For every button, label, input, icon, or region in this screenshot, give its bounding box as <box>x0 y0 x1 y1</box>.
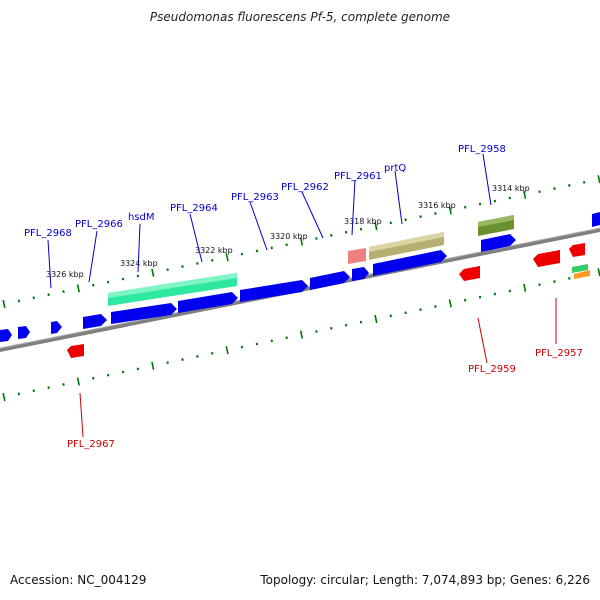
forward-gene-track <box>0 212 600 342</box>
gene-label-PFL_2959[interactable]: PFL_2959 <box>468 364 516 375</box>
reverse-gene-arrow[interactable] <box>67 344 84 358</box>
inner-ring-major-tick <box>151 361 155 370</box>
feature-bar-PFL_2958[interactable] <box>478 215 514 236</box>
inner-ring-major-tick <box>76 377 80 386</box>
outer-tick-ring <box>2 175 600 309</box>
outer-ring-major-tick <box>374 221 378 231</box>
feature-bar-prtQ[interactable] <box>369 232 444 260</box>
gene-label-PFL_2968[interactable]: PFL_2968 <box>24 228 72 239</box>
forward-gene-arrow[interactable] <box>111 303 177 324</box>
forward-gene-arrow[interactable] <box>51 321 62 334</box>
feature-green-small[interactable] <box>572 264 588 273</box>
forward-gene-arrow[interactable] <box>592 212 600 227</box>
kbp-label-3314: 3314 kbp <box>492 184 530 193</box>
reverse-gene-arrow[interactable] <box>569 243 585 257</box>
inner-ring-major-tick <box>374 314 378 324</box>
inner-ring-major-tick <box>2 392 6 402</box>
feature-bar-hsdM[interactable] <box>108 273 237 306</box>
reverse-gene-track <box>67 243 585 358</box>
inner-ring-major-tick <box>523 283 527 292</box>
inner-ring-major-tick <box>299 330 304 339</box>
kbp-label-3326: 3326 kbp <box>46 270 84 279</box>
inner-ring-major-tick <box>448 299 452 308</box>
outer-ring-major-tick <box>76 284 80 293</box>
feature-orange-small[interactable] <box>574 270 590 279</box>
feature-bar-PFL_2961[interactable] <box>348 248 366 264</box>
gene-label-hsdM[interactable]: hsdM <box>128 212 155 223</box>
genome-title: Pseudomonas fluorescens Pf-5, complete g… <box>149 10 451 24</box>
inner-ring-major-tick <box>225 346 229 355</box>
forward-gene-arrow[interactable] <box>481 234 516 252</box>
outer-ring-major-tick <box>2 299 6 309</box>
forward-label-group: PFL_2968 PFL_2966 hsdM PFL_2964 PFL_2963… <box>24 144 506 289</box>
gene-label-prtQ[interactable]: prtQ <box>384 163 406 174</box>
genome-stats-text: Topology: circular; Length: 7,074,893 bp… <box>260 573 590 587</box>
gene-label-PFL_2967[interactable]: PFL_2967 <box>67 439 115 450</box>
forward-gene-arrow[interactable] <box>310 271 350 290</box>
gene-label-PFL_2961[interactable]: PFL_2961 <box>334 171 382 182</box>
gene-label-PFL_2958[interactable]: PFL_2958 <box>458 144 506 155</box>
forward-gene-arrow[interactable] <box>240 280 308 302</box>
accession-text: Accession: NC_004129 <box>10 573 147 587</box>
reverse-gene-arrow[interactable] <box>459 266 480 281</box>
outer-ring-major-tick <box>225 253 229 262</box>
kbp-label-3316: 3316 kbp <box>418 201 456 210</box>
reverse-label-group: PFL_2967 PFL_2959 PFL_2957 <box>67 298 583 450</box>
kbp-label-3320: 3320 kbp <box>270 232 308 241</box>
forward-gene-arrow[interactable] <box>178 292 238 313</box>
gene-label-PFL_2962[interactable]: PFL_2962 <box>281 182 329 193</box>
forward-gene-arrow[interactable] <box>0 329 12 342</box>
outer-ring-major-tick <box>299 237 304 246</box>
outer-ring-major-tick <box>448 206 452 215</box>
gene-label-PFL_2957[interactable]: PFL_2957 <box>535 348 583 359</box>
outer-ring-major-tick <box>523 190 527 199</box>
kbp-label-3322: 3322 kbp <box>195 246 233 255</box>
outer-ring-major-tick <box>151 268 155 277</box>
kbp-label-3318: 3318 kbp <box>344 217 382 226</box>
gene-label-PFL_2964[interactable]: PFL_2964 <box>170 203 218 214</box>
gene-label-PFL_2966[interactable]: PFL_2966 <box>75 219 123 230</box>
forward-gene-arrow[interactable] <box>83 314 107 329</box>
forward-gene-arrow[interactable] <box>18 326 30 339</box>
forward-gene-arrow[interactable] <box>373 250 447 276</box>
forward-gene-arrow[interactable] <box>352 267 369 281</box>
reverse-gene-arrow[interactable] <box>533 250 560 267</box>
gene-label-PFL_2963[interactable]: PFL_2963 <box>231 192 279 203</box>
